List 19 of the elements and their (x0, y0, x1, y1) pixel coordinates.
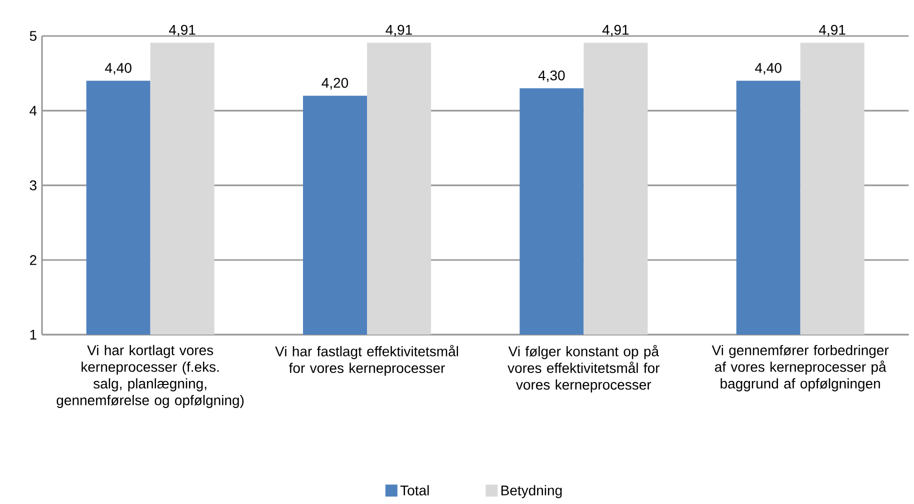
data-label: 4,40 (105, 62, 132, 75)
x-tick-label: Vi følger konstant op på vores effektivitetsmål for vores kerneprocesser (508, 344, 660, 392)
legend-label: Total (400, 485, 429, 496)
data-label: 4,20 (322, 78, 348, 90)
data-label: 4,91 (602, 24, 629, 36)
data-label: 4,91 (819, 24, 846, 36)
y-tick-label: 2 (30, 255, 36, 265)
legend-label: Betydning (501, 485, 562, 498)
data-label: 4,91 (169, 24, 196, 36)
data-label: 4,30 (538, 70, 565, 82)
x-tick-label: Vi gennemfører forbedringer af vores kerneprocesser på baggrund af opfølgningen (712, 344, 889, 392)
data-label: 4,40 (755, 62, 782, 75)
x-tick-label: Vi har fastlagt effektivitetsmål for vores kerneprocesser (275, 344, 458, 376)
y-tick-label: 5 (30, 31, 36, 41)
y-tick-label: 4 (30, 106, 37, 116)
data-label: 4,91 (386, 24, 412, 36)
y-tick-label: 3 (30, 180, 36, 190)
x-tick-label: Vi har kortlagt vores kerneprocesser (f.eks. salg, planlægning, gennemførelse og opfølgning) (56, 344, 244, 408)
y-tick-label: 1 (30, 330, 36, 340)
